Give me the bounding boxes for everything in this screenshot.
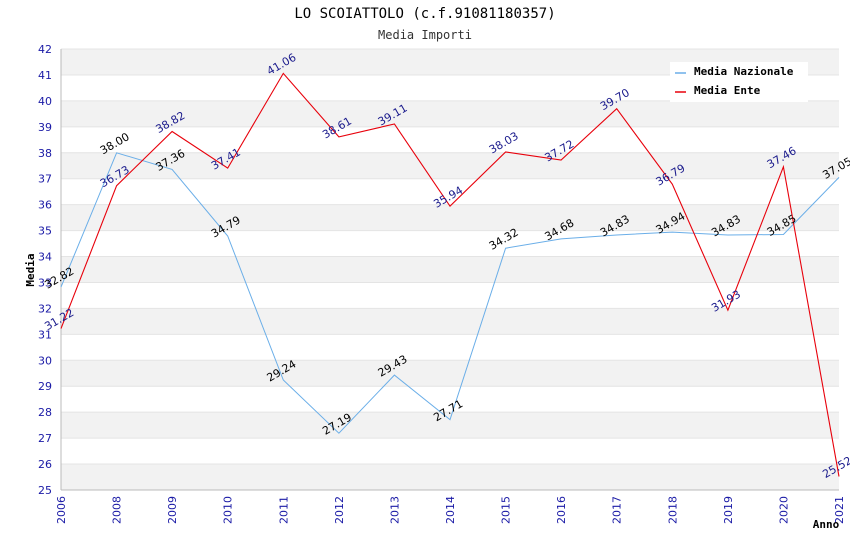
y-tick-label: 29 [38,380,52,393]
x-tick-label: 2019 [722,496,735,524]
x-tick-label: 2010 [222,496,235,524]
grid-band [61,204,839,231]
y-tick-label: 30 [38,354,52,367]
y-tick-label: 27 [38,432,52,445]
legend-box [670,62,808,102]
series-lines [60,72,840,477]
y-tick-label: 32 [38,302,52,315]
grid-lines [61,48,839,491]
y-tick-label: 40 [38,95,52,108]
x-tick-label: 2009 [166,496,179,524]
chart-subtitle: Media Importi [378,28,472,42]
x-tick-label: 2013 [388,496,401,524]
x-tick-label: 2008 [111,496,124,524]
y-axis-label: Media [24,253,37,286]
y-tick-labels: 25 26 27 28 29 30 31 32 33 34 35 36 37 38 39 40 41 42 [38,43,52,497]
y-tick-label: 26 [38,458,52,471]
x-tick-label: 2015 [500,496,513,524]
x-tick-label: 2021 [833,496,846,524]
x-tick-label: 2011 [277,496,290,524]
y-tick-label: 42 [38,43,52,56]
y-tick-label: 36 [38,199,52,212]
grid-band [61,256,839,283]
x-tick-label: 2012 [333,496,346,524]
series-line-1 [60,72,840,477]
x-axis-label: Anno [813,518,840,531]
x-tick-label: 2018 [666,496,679,524]
y-tick-label: 25 [38,484,52,497]
x-tick-labels: 2006 2008 2009 2010 2011 2012 2013 2014 2015 2016… [55,496,846,524]
y-tick-label: 38 [38,147,52,160]
grid-band [61,412,839,439]
y-tick-label: 33 [38,276,52,289]
legend: Media Nazionale Media Ente [670,62,808,102]
x-tick-label: 2017 [611,496,624,524]
y-tick-label: 34 [38,251,52,264]
x-tick-label: 2016 [555,496,568,524]
series-line-0 [60,152,840,434]
x-tick-label: 2014 [444,496,457,524]
y-tick-label: 41 [38,69,52,82]
legend-label-nazionale: Media Nazionale [694,65,794,78]
legend-label-ente: Media Ente [694,84,761,97]
grid-band [61,100,839,127]
y-tick-label: 39 [38,121,52,134]
data-label: 32.82 [42,265,76,292]
grid-band [61,360,839,387]
y-tick-label: 31 [38,328,52,341]
y-tick-label: 28 [38,406,52,419]
grid-band [61,308,839,335]
grid-band [61,152,839,179]
y-tick-label: 37 [38,173,52,186]
x-tick-label: 2020 [777,496,790,524]
x-tick-label: 2006 [55,496,68,524]
chart-title: LO SCOIATTOLO (c.f.91081180357) [294,6,555,22]
grid-band [61,464,839,490]
grid-bands [61,49,839,490]
y-tick-label: 35 [38,225,52,238]
